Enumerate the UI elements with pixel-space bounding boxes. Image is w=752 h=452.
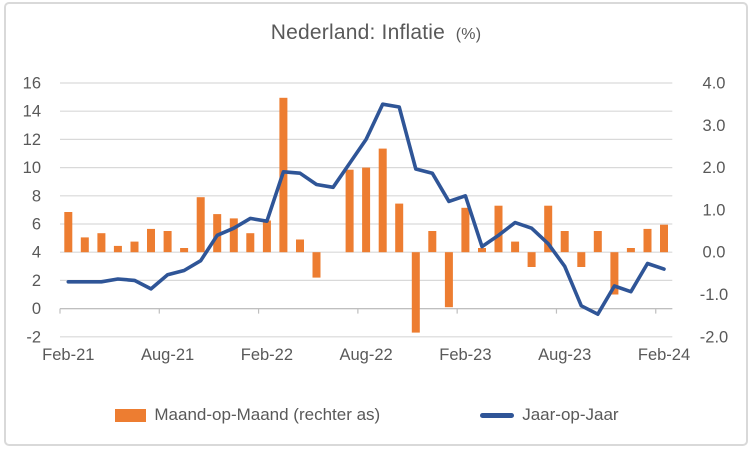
bar-Dec-21 (229, 218, 238, 253)
legend-label-jaar-op-jaar: Jaar-op-Jaar (522, 405, 619, 424)
svg-text:4: 4 (32, 244, 41, 262)
bar-Jan-22 (246, 233, 255, 253)
svg-text:12: 12 (23, 131, 41, 149)
chart-title-unit: (%) (455, 26, 482, 43)
bar-Jan-24 (643, 228, 652, 253)
bar-Jul-23 (544, 205, 553, 253)
bar-May-22 (312, 252, 321, 278)
bar-Apr-21 (97, 233, 106, 253)
chart-title: Nederland: Inflatie (%) (0, 21, 752, 45)
svg-text:Aug-22: Aug-22 (339, 346, 392, 364)
svg-text:0.0: 0.0 (703, 244, 726, 262)
legend-item-maand-op-maand: Maand-op-Maand (rechter as) (115, 405, 380, 425)
left-axis-labels: 16 14 12 10 8 6 4 2 0 -2 (23, 75, 41, 347)
svg-text:2: 2 (32, 272, 41, 290)
chart-title-main: Nederland: Inflatie (270, 21, 446, 44)
svg-text:Feb-24: Feb-24 (638, 346, 690, 364)
svg-text:10: 10 (23, 159, 41, 177)
svg-text:Aug-23: Aug-23 (538, 346, 591, 364)
bar-Oct-23 (593, 231, 602, 253)
bar-Apr-23 (494, 205, 503, 253)
svg-text:Feb-23: Feb-23 (439, 346, 491, 364)
bar-Jun-21 (130, 241, 139, 253)
svg-text:-1.0: -1.0 (700, 286, 728, 304)
bar-swatch-icon (115, 408, 147, 422)
bar-Nov-22 (411, 252, 420, 333)
svg-text:3.0: 3.0 (703, 117, 726, 135)
bar-Feb-24 (660, 224, 668, 253)
legend-label-maand-op-maand: Maand-op-Maand (rechter as) (154, 405, 381, 424)
svg-text:1.0: 1.0 (703, 201, 726, 219)
bar-Aug-23 (560, 231, 569, 253)
bar-May-23 (511, 241, 520, 253)
bar-Sep-22 (378, 148, 387, 253)
yoy-line (66, 102, 666, 317)
x-axis (59, 308, 673, 314)
bar-Sep-21 (180, 248, 189, 253)
legend-item-jaar-op-jaar: Jaar-op-Jaar (480, 405, 619, 425)
svg-text:Feb-22: Feb-22 (241, 346, 293, 364)
bar-Dec-23 (626, 248, 635, 253)
bar-Feb-23 (461, 207, 470, 253)
svg-text:16: 16 (23, 75, 41, 93)
right-axis-labels: 4.0 3.0 2.0 1.0 0.0 -1.0 -2.0 (700, 75, 728, 347)
svg-text:Aug-21: Aug-21 (141, 346, 194, 364)
svg-text:8: 8 (32, 187, 41, 205)
bar-Mar-21 (80, 237, 89, 253)
bar-May-21 (113, 245, 122, 253)
bar-Aug-21 (163, 231, 172, 253)
bar-Sep-23 (577, 252, 586, 267)
bar-Aug-22 (362, 167, 371, 253)
bar-Apr-22 (296, 239, 304, 253)
svg-text:Feb-21: Feb-21 (42, 346, 94, 364)
svg-text:0: 0 (32, 300, 41, 318)
x-axis-labels: Feb-21 Aug-21 Feb-22 Aug-22 Feb-23 Aug-23 Feb-… (42, 346, 690, 364)
svg-text:2.0: 2.0 (703, 159, 726, 177)
bar-Oct-21 (196, 197, 205, 253)
bar-Nov-21 (213, 214, 222, 253)
bar-Jan-23 (444, 252, 453, 308)
line-swatch-icon (480, 412, 515, 418)
bar-Jun-23 (527, 252, 536, 267)
svg-text:-2.0: -2.0 (700, 328, 728, 346)
bar-Oct-22 (395, 203, 404, 253)
svg-text:14: 14 (23, 103, 41, 121)
svg-text:6: 6 (32, 216, 41, 234)
bar-Feb-21 (64, 212, 73, 253)
bar-Mar-23 (478, 248, 486, 253)
svg-text:-2: -2 (26, 328, 41, 346)
bar-Nov-23 (610, 252, 619, 295)
bar-Jul-21 (147, 228, 155, 253)
legend: Maand-op-Maand (rechter as) Jaar-op-Jaar (60, 403, 674, 427)
bar-Feb-22 (262, 220, 271, 253)
svg-text:4.0: 4.0 (703, 75, 726, 93)
bar-Dec-22 (428, 231, 437, 253)
bar-Jul-22 (345, 169, 354, 253)
